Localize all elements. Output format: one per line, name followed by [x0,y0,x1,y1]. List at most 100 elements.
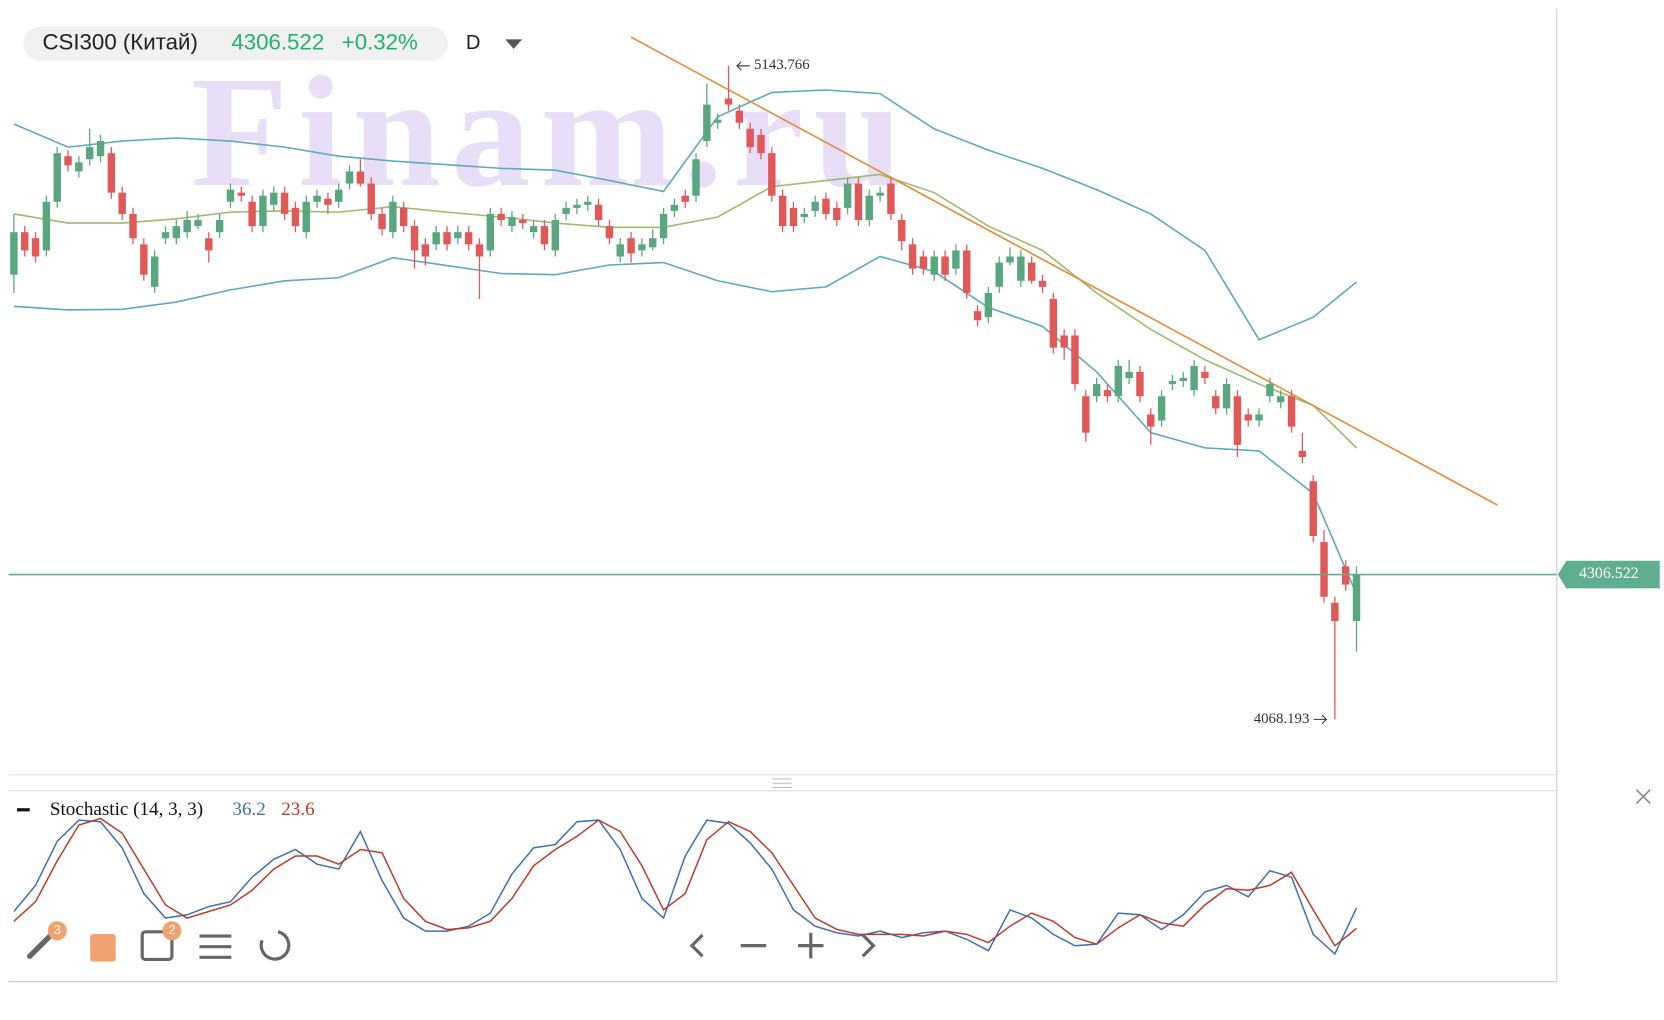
candle-body [562,207,570,214]
candle-body [638,244,646,251]
indicators-tool[interactable] [140,930,174,962]
candle-body [183,220,191,233]
candle-body [140,244,148,275]
candle-body [31,238,40,257]
candle-body [659,213,668,239]
candle-body [757,134,765,154]
scroll-right[interactable] [861,933,876,958]
candle-body [681,195,689,202]
candle-body [1038,280,1047,287]
candle-body [973,311,982,321]
zoom-in[interactable] [798,932,824,959]
candle-body [205,238,213,251]
timeframe-dropdown[interactable] [505,39,523,49]
candle-body [1092,384,1101,397]
candle-body [995,262,1003,287]
candle-body [1017,256,1025,281]
candle-body [887,183,895,214]
candle-body [919,256,928,269]
candle-body [789,207,798,227]
candle-body [1201,371,1209,379]
draw-tool[interactable] [27,933,53,959]
candle-body [1212,396,1220,409]
candle-body [64,156,72,166]
candle-body [1006,256,1014,263]
candle-body [941,256,949,275]
candle-body [724,98,733,105]
candle-body [1049,299,1058,348]
candle-body [356,171,365,184]
candle-body [854,183,863,221]
candle-body [194,220,202,227]
candle-body [930,256,938,275]
candle-body [1352,574,1361,622]
candle-body [389,201,397,233]
badge-count: 2 [168,922,175,937]
candle-body [876,192,884,196]
badge [162,921,182,941]
candle-body [248,201,256,227]
candle-body [908,244,917,269]
candle-body [508,216,516,227]
candle-body [1071,335,1079,385]
header-pill [23,26,448,61]
candle-body [118,192,126,214]
annotation-arrow [1313,714,1328,724]
candle-body [1114,365,1123,397]
candle-body [302,201,310,233]
badge [47,921,67,941]
candle-body [1027,262,1036,281]
timeframe[interactable]: D [466,32,481,54]
close-indicator[interactable] [1635,789,1651,804]
candle-body [21,232,29,251]
candle-body [432,232,440,245]
candle-body [1082,396,1090,433]
candle-body [713,119,722,123]
candle-body [464,232,473,245]
low-annotation: 4068.193 [1254,711,1310,727]
candle-body [605,226,614,239]
candle-body [898,220,906,242]
candle-body [367,183,375,214]
panel-handle[interactable] [772,778,792,789]
scroll-left[interactable] [689,933,704,958]
candle-body [1320,542,1328,597]
candle-body [1298,450,1307,457]
candle-body [226,189,235,202]
candle-body [1103,390,1112,397]
candle-body [324,198,332,205]
list-tool[interactable] [90,933,116,962]
candle-body [540,226,549,245]
candle-body [161,232,170,239]
candle-body [616,244,624,257]
candle-body [1331,602,1339,622]
candle-body [584,201,592,205]
candle-body [822,198,830,214]
candle-body [259,195,267,227]
candle-body [378,213,386,230]
candle-body [1244,414,1252,421]
candle-body [421,244,430,257]
candle-body [454,232,462,239]
candle-body [519,220,527,224]
candle-body [443,232,451,245]
band-line [13,255,1358,595]
candle-body [811,201,819,211]
candle-body [963,250,971,293]
reset-tool[interactable] [259,930,291,961]
candle-body [768,153,776,196]
candle-body [172,226,181,239]
candle-body [833,207,841,221]
candle-body [85,147,94,160]
settings-tool[interactable] [199,934,232,959]
candle-body [313,195,321,202]
candle-body [10,232,18,275]
candle-body [237,192,245,196]
candle-body [410,226,419,251]
candle-body [843,183,852,208]
candle-body [107,153,116,193]
symbol: CSI300 (Китай) [42,29,197,54]
